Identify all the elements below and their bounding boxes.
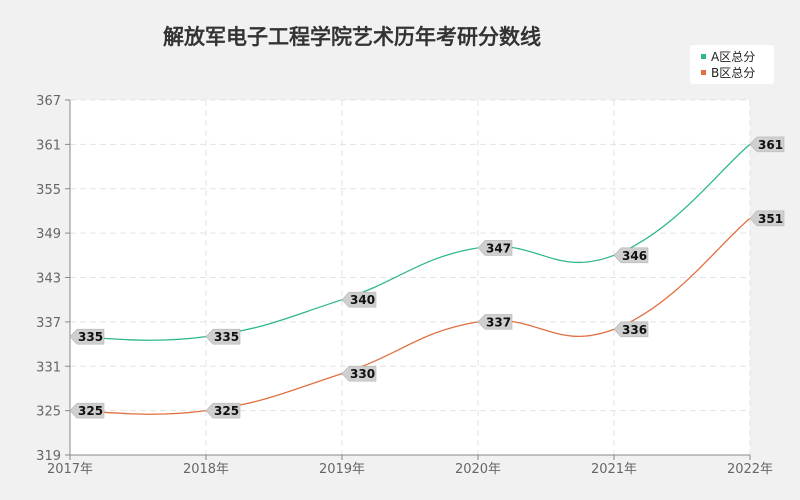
y-tick-label: 319 bbox=[36, 449, 61, 464]
data-label: 347 bbox=[477, 240, 513, 256]
y-tick-label: 367 bbox=[36, 94, 61, 109]
data-label-bg bbox=[205, 402, 241, 419]
data-label-text: 340 bbox=[350, 293, 375, 307]
y-tick-label: 343 bbox=[36, 272, 61, 287]
series-line-b bbox=[69, 217, 751, 415]
x-tick-label: 2020年 bbox=[455, 462, 501, 477]
y-tick-label: 349 bbox=[36, 227, 61, 242]
y-tick-label: 337 bbox=[36, 316, 61, 331]
x-tick-label: 2022年 bbox=[727, 462, 773, 477]
legend-swatch bbox=[701, 54, 706, 59]
series-lines bbox=[69, 143, 751, 415]
y-tick-label: 355 bbox=[36, 183, 61, 198]
data-label: 335 bbox=[205, 328, 241, 345]
data-label-text: 335 bbox=[214, 330, 239, 344]
data-label-bg bbox=[341, 291, 377, 308]
data-label: 325 bbox=[69, 402, 105, 419]
x-tick-label: 2017年 bbox=[47, 462, 93, 477]
data-label: 351 bbox=[749, 210, 785, 227]
legend-swatch bbox=[701, 70, 706, 75]
data-label-bg bbox=[69, 328, 105, 345]
y-tick-label: 325 bbox=[36, 405, 61, 420]
y-tick-label: 331 bbox=[36, 360, 61, 375]
data-label-text: 337 bbox=[486, 315, 511, 329]
data-label-bg bbox=[749, 136, 785, 153]
data-label-text: 336 bbox=[622, 323, 647, 337]
data-label-text: 335 bbox=[78, 330, 103, 344]
data-label-bg bbox=[477, 314, 513, 330]
legend-item[interactable]: B区总分 bbox=[701, 66, 755, 80]
x-tick-label: 2021年 bbox=[591, 462, 637, 477]
data-label: 346 bbox=[613, 247, 649, 264]
data-label-bg bbox=[205, 328, 241, 345]
x-tick-label: 2019年 bbox=[319, 462, 365, 477]
data-label-text: 346 bbox=[622, 249, 647, 263]
legend-item[interactable]: A区总分 bbox=[701, 50, 755, 64]
legend-box bbox=[690, 45, 774, 84]
data-label-bg bbox=[749, 210, 785, 227]
y-tick-label: 361 bbox=[36, 138, 61, 153]
data-label: 335 bbox=[69, 328, 105, 345]
data-label: 325 bbox=[205, 402, 241, 419]
legend[interactable]: A区总分 B区总分 bbox=[690, 45, 774, 84]
series-line-a bbox=[69, 143, 751, 341]
data-label-text: 347 bbox=[486, 241, 511, 255]
data-label-bg bbox=[613, 247, 649, 264]
data-label-bg bbox=[341, 365, 377, 382]
data-labels: 335 335 340 347 346 361 325 325 330 337 336 351 bbox=[69, 136, 785, 419]
data-label: 340 bbox=[341, 291, 377, 308]
data-label-text: 325 bbox=[78, 404, 103, 418]
grid bbox=[70, 99, 751, 455]
axes: 319 325 331 337 343 349 355 361 367 2017年 2018年 201… bbox=[36, 94, 773, 477]
data-label: 330 bbox=[341, 365, 377, 382]
data-label-text: 325 bbox=[214, 404, 239, 418]
data-label-bg bbox=[477, 240, 513, 256]
data-label: 337 bbox=[477, 314, 513, 330]
data-label-text: 330 bbox=[350, 367, 375, 381]
x-tick-label: 2018年 bbox=[183, 462, 229, 477]
data-label-bg bbox=[613, 321, 649, 338]
chart-title: 解放军电子工程学院艺术历年考研分数线 bbox=[163, 25, 541, 49]
legend-label: A区总分 bbox=[711, 50, 755, 64]
legend-label: B区总分 bbox=[711, 66, 755, 80]
data-label: 361 bbox=[749, 136, 785, 153]
data-label-bg bbox=[69, 402, 105, 419]
data-label-text: 351 bbox=[758, 212, 783, 226]
data-label-text: 361 bbox=[758, 138, 783, 152]
data-label: 336 bbox=[613, 321, 649, 338]
